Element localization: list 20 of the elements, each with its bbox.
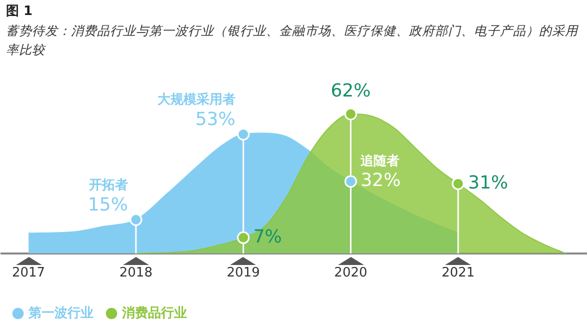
- point: [344, 175, 357, 188]
- data-label: 31%: [468, 172, 508, 194]
- data-label: 53%: [195, 108, 236, 130]
- chart-subtitle: 蓄势待发：消费品行业与第一波行业（银行业、金融市场、医疗保健、政府部门、电子产品）的采用率比较: [6, 22, 578, 59]
- x-tick-label: 2019: [226, 266, 260, 281]
- legend-label: 消费品行业: [121, 306, 187, 321]
- annotation: 开拓者: [88, 178, 128, 194]
- annotation: 大规模采用者: [157, 92, 236, 108]
- data-label: 7%: [253, 226, 282, 248]
- chart-title: 图 1: [6, 3, 33, 20]
- x-tick-label: 2017: [12, 266, 46, 281]
- annotation: 追随者: [360, 154, 400, 169]
- data-label: 32%: [360, 170, 401, 192]
- point: [237, 231, 250, 244]
- x-tick-label: 2021: [442, 266, 475, 281]
- data-label: 62%: [330, 80, 371, 102]
- legend-label: 第一波行业: [28, 306, 94, 321]
- x-tick-label: 2018: [119, 266, 152, 281]
- data-label: 15%: [88, 194, 128, 216]
- x-tick-label: 2020: [334, 266, 368, 281]
